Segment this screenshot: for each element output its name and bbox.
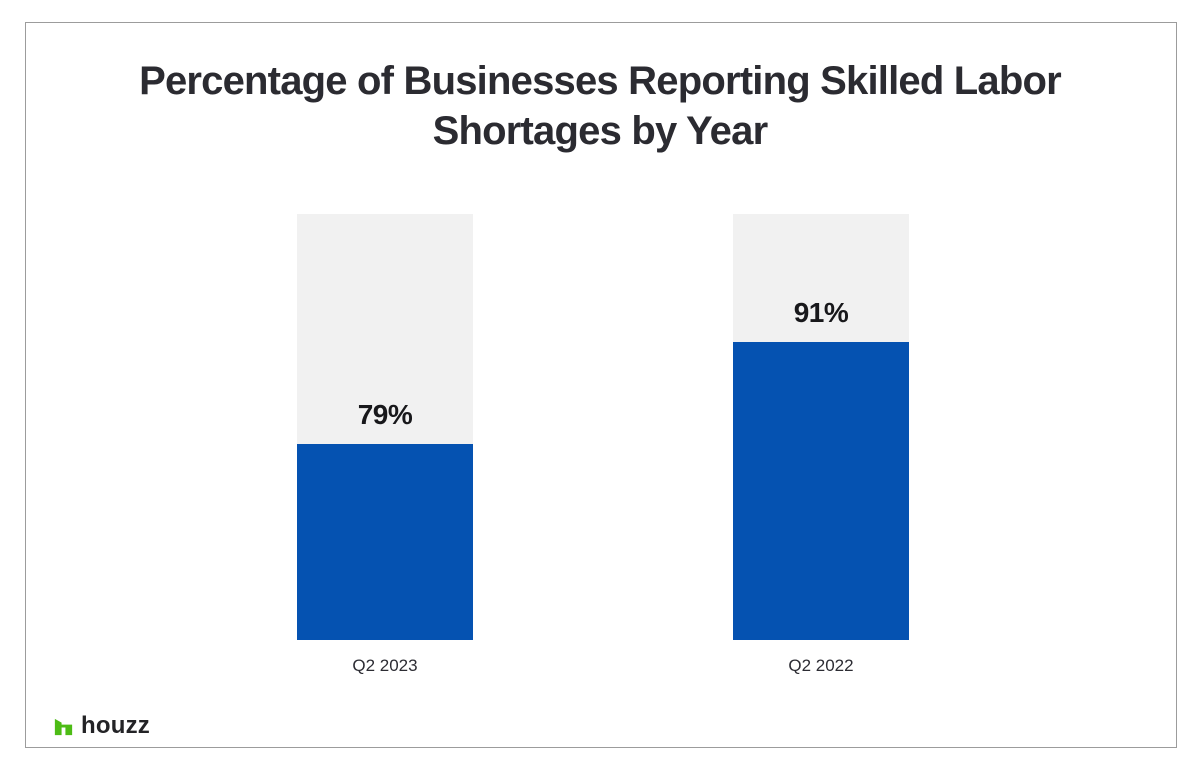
chart-title: Percentage of Businesses Reporting Skill… bbox=[60, 56, 1140, 156]
bar-value-label-q2-2023: 79% bbox=[357, 399, 413, 431]
bar-category-label-q2-2023: Q2 2023 bbox=[352, 656, 418, 675]
houzz-h-icon bbox=[54, 718, 73, 735]
bar-value-label-q2-2022: 91% bbox=[793, 296, 849, 328]
bar-fill-q2-2023 bbox=[297, 444, 473, 640]
houzz-logo: houzz bbox=[52, 712, 150, 740]
bar-fill-q2-2022 bbox=[733, 341, 909, 640]
chart-title-line2: Shortages by Year bbox=[432, 109, 769, 153]
chart-title-line1: Percentage of Businesses Reporting Skill… bbox=[139, 59, 1062, 103]
bar-q2-2022: 91% Q2 2022 bbox=[733, 214, 909, 675]
bar-track-q2-2022: 91% bbox=[733, 214, 909, 640]
bar-category-label-q2-2022: Q2 2022 bbox=[788, 656, 854, 675]
bar-track-q2-2023: 79% bbox=[297, 214, 473, 640]
houzz-wordmark: houzz bbox=[81, 712, 150, 739]
bar-q2-2023: 79% Q2 2023 bbox=[297, 214, 473, 675]
